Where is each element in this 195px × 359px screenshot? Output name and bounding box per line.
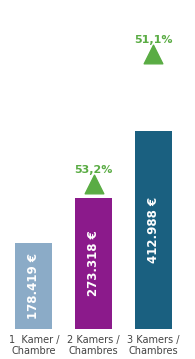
Text: 53,2%: 53,2%: [74, 165, 113, 175]
Bar: [135, 131, 172, 329]
Text: 412.988 €: 412.988 €: [147, 197, 160, 263]
Text: 273.318 €: 273.318 €: [87, 230, 100, 297]
Bar: [75, 198, 112, 329]
Point: [152, 51, 155, 57]
Bar: [15, 243, 52, 329]
Text: 51,1%: 51,1%: [134, 36, 173, 46]
Text: 178.419 €: 178.419 €: [27, 253, 40, 319]
Point: [92, 181, 95, 186]
